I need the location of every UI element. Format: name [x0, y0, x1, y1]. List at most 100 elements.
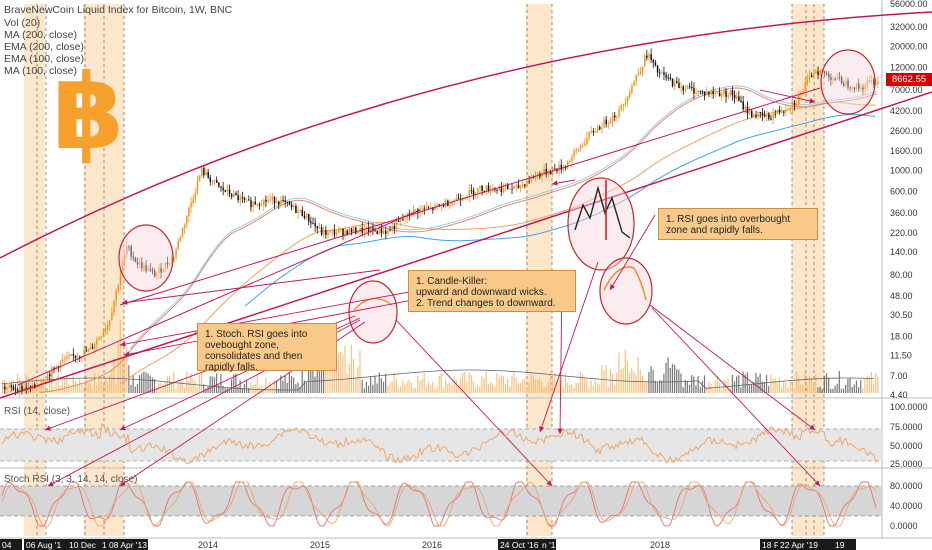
volume-bar	[564, 373, 567, 393]
volume-bar	[404, 384, 406, 393]
volume-bar	[866, 376, 868, 393]
candle-body	[211, 180, 214, 182]
volume-bar	[81, 383, 83, 393]
volume-bar	[815, 373, 817, 393]
candle-body	[843, 83, 845, 86]
candle-body	[481, 185, 483, 191]
volume-bar	[560, 381, 562, 393]
volume-bar	[716, 375, 718, 393]
candle-body	[511, 188, 513, 190]
volume-bar	[447, 383, 449, 393]
candle-body	[230, 194, 233, 197]
support-trendline	[0, 91, 932, 399]
candle-body	[733, 95, 736, 99]
date-badge	[498, 539, 540, 550]
volume-bar	[757, 376, 759, 393]
volume-bar	[427, 381, 430, 393]
volume-bar	[130, 384, 132, 393]
volume-bar	[800, 384, 802, 393]
candle-body	[278, 201, 280, 205]
volume-bar	[843, 388, 845, 393]
volume-bar	[494, 386, 496, 393]
candle-body	[804, 83, 806, 92]
candle-body	[618, 109, 620, 117]
volume-bar	[515, 378, 517, 393]
highlight-circle	[348, 280, 398, 344]
volume-bar	[70, 385, 72, 393]
volume-bar	[569, 384, 571, 393]
volume-bar	[622, 367, 624, 393]
volume-bar	[650, 366, 652, 393]
annotation-arrow	[609, 214, 656, 291]
candle-body	[19, 385, 21, 392]
volume-bar	[94, 372, 96, 393]
volume-bar	[804, 371, 806, 393]
candle-body	[789, 108, 792, 110]
axis-corner	[883, 540, 932, 550]
volume-bar	[658, 380, 661, 393]
highlight-circle	[118, 224, 174, 292]
candle-body	[622, 104, 625, 106]
volume-bar	[410, 383, 412, 393]
candle-body	[220, 186, 222, 188]
volume-bar	[235, 373, 237, 393]
candle-body	[547, 172, 550, 175]
volume-bar	[483, 378, 485, 393]
candle-body	[256, 204, 259, 206]
candle-body	[415, 209, 417, 211]
volume-bar	[455, 380, 457, 393]
candle-body	[340, 228, 342, 230]
candle-body	[678, 82, 680, 89]
candle-body	[14, 389, 17, 391]
volume-bar	[265, 377, 267, 393]
volume-bar	[774, 378, 776, 393]
volume-bar	[55, 381, 57, 393]
candle-body	[695, 92, 697, 94]
candle-body	[671, 79, 674, 87]
volume-bar	[464, 371, 466, 393]
candle-body	[768, 114, 770, 119]
candle-body	[569, 161, 571, 163]
candle-body	[665, 74, 667, 78]
candle-body	[840, 77, 843, 84]
volume-bar	[789, 379, 791, 393]
volume-bar	[665, 362, 667, 393]
volume-bar	[85, 375, 87, 393]
rsi-note[interactable]: 1. RSI goes into overbought zone and rap…	[658, 208, 818, 240]
volume-bar	[780, 387, 783, 393]
volume-bar	[453, 375, 455, 393]
rsi-panel-title: RSI (14, close)	[4, 406, 71, 417]
volume-bar	[361, 379, 363, 393]
price-tick-label: 56000.00	[890, 0, 928, 9]
stoch-rsi-note[interactable]: 1. Stoch. RSI goes into ovebought zone, …	[197, 323, 337, 373]
candle-body	[584, 143, 586, 146]
volume-bar	[746, 372, 748, 393]
candle-body	[325, 230, 327, 235]
volume-bar	[599, 384, 601, 393]
candle-body	[838, 77, 841, 79]
candle-killer-note[interactable]: 1. Candle-Killer: upward and downward wi…	[408, 270, 576, 312]
candle-body	[389, 229, 391, 231]
volume-bar	[596, 383, 599, 393]
volume-bar	[434, 388, 436, 393]
legend-vol: Vol (20)	[4, 17, 41, 29]
candle-body	[387, 229, 389, 234]
volume-bar	[432, 381, 434, 393]
volume-bar	[273, 380, 275, 393]
volume-bar	[123, 353, 126, 393]
candle-body	[423, 208, 426, 210]
volume-bar	[149, 375, 151, 393]
ema200-line	[119, 102, 876, 385]
candle-body	[109, 320, 111, 326]
candle-body	[543, 168, 545, 174]
candle-body	[308, 213, 310, 222]
candle-body	[241, 197, 244, 199]
price-tick-label: 20000.00	[890, 42, 928, 52]
candle-body	[96, 339, 98, 345]
volume-bar	[378, 372, 380, 393]
volume-bar	[363, 388, 365, 393]
volume-bar	[134, 386, 136, 393]
volume-bar	[419, 380, 421, 393]
stoch-tick-label: 0.0000	[890, 521, 918, 531]
ma100-line	[129, 85, 878, 350]
